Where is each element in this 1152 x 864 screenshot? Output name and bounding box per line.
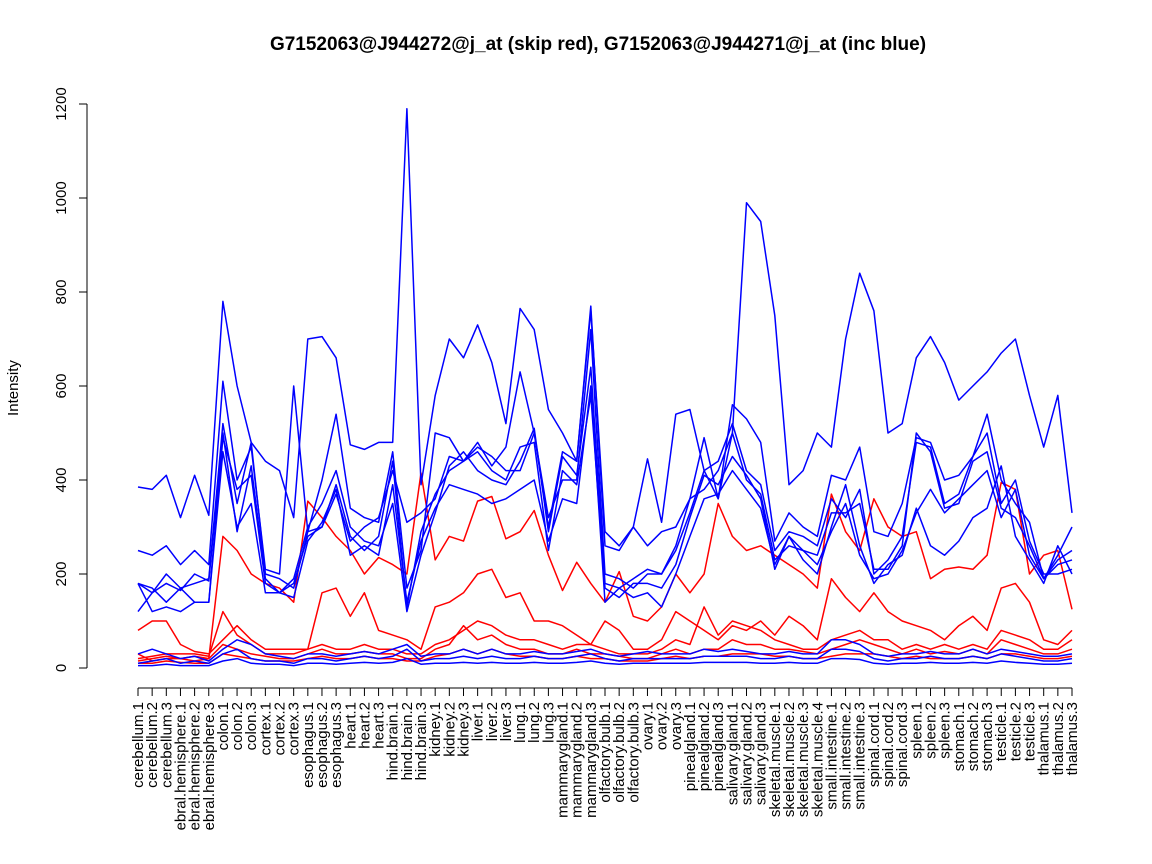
series-line-skip-2: [137, 568, 1073, 655]
x-tick-label: thalamus.1: [1036, 702, 1053, 775]
x-tick-label: spinal.cord.1: [866, 702, 883, 787]
y-tick-label: 0: [53, 664, 70, 672]
x-tick-label: ovary.3: [668, 702, 685, 750]
x-tick-label: hind.brain.3: [413, 702, 430, 780]
x-tick-label: salivary.gland.2: [739, 702, 756, 805]
series-line-inc-14: [138, 657, 1073, 667]
x-tick-label: spinal.cord.2: [880, 702, 897, 787]
x-tick-label: cerebellum.3: [158, 702, 175, 788]
x-tick-label: kidney.2: [441, 702, 458, 757]
x-tick-label: spleen.3: [937, 702, 954, 759]
y-tick-label: 200: [53, 561, 70, 586]
x-tick-label: colon.3: [243, 702, 260, 750]
series-layer: [137, 107, 1073, 667]
x-tick-label: ovary.2: [654, 702, 671, 750]
x-axis: cerebellum.1cerebellum.2cerebellum.3ebra…: [130, 687, 1081, 830]
x-tick-label: olfactory.bulb.2: [611, 702, 628, 803]
y-tick-label: 1200: [53, 87, 70, 120]
x-tick-label: pinealgland.2: [696, 702, 713, 791]
x-tick-label: pinealgland.1: [682, 702, 699, 791]
y-tick-label: 600: [53, 373, 70, 398]
x-tick-label: thalamus.2: [1050, 702, 1067, 775]
x-tick-label: cerebellum.2: [144, 702, 161, 788]
x-tick-label: stomach.1: [951, 702, 968, 771]
x-tick-label: salivary.gland.1: [724, 702, 741, 805]
x-tick-label: heart.1: [342, 702, 359, 749]
x-tick-label: small.intestine.3: [852, 702, 869, 810]
x-tick-label: kidney.1: [427, 702, 444, 757]
x-tick-label: liver.2: [484, 702, 501, 741]
x-tick-label: lung.1: [512, 702, 529, 743]
x-tick-label: hind.brain.2: [399, 702, 416, 780]
x-tick-label: testicle.1: [993, 702, 1010, 761]
x-tick-label: ebral.hemisphere.2: [187, 702, 204, 830]
x-tick-label: small.intestine.2: [838, 702, 855, 810]
x-tick-label: small.intestine.1: [823, 702, 840, 810]
x-tick-label: spinal.cord.3: [894, 702, 911, 787]
x-tick-label: thalamus.3: [1064, 702, 1081, 775]
x-tick-label: lung.2: [526, 702, 543, 743]
x-tick-label: esophagus.1: [300, 702, 317, 788]
x-tick-label: skeletal.muscle.3: [795, 702, 812, 817]
x-tick-label: skeletal.muscle.1: [767, 702, 784, 817]
x-tick-label: hind.brain.1: [385, 702, 402, 780]
x-tick-label: colon.1: [215, 702, 232, 750]
x-tick-label: ebral.hemisphere.3: [201, 702, 218, 830]
x-tick-label: testicle.3: [1022, 702, 1039, 761]
x-tick-label: stomach.3: [979, 702, 996, 771]
x-tick-label: kidney.3: [456, 702, 473, 757]
x-tick-label: cortex.3: [286, 702, 303, 755]
x-tick-label: olfactory.bulb.3: [625, 702, 642, 803]
series-line-inc-12: [137, 639, 1073, 662]
y-tick-label: 1000: [53, 181, 70, 214]
x-tick-label: testicle.2: [1007, 702, 1024, 761]
x-tick-label: ovary.1: [640, 702, 657, 750]
x-tick-label: stomach.2: [965, 702, 982, 771]
x-tick-label: spleen.2: [923, 702, 940, 759]
series-line-inc-10: [137, 394, 1073, 608]
y-axis: 0 200 400 600 800 1000 1200: [53, 87, 88, 672]
x-tick-label: liver.3: [498, 702, 515, 741]
x-tick-label: pinealgland.3: [710, 702, 727, 791]
x-tick-label: olfactory.bulb.1: [597, 702, 614, 803]
series-line-inc-6: [137, 107, 1073, 552]
x-tick-label: cerebellum.1: [130, 702, 147, 788]
x-tick-label: colon.2: [229, 702, 246, 750]
x-tick-label: mammarygland.3: [583, 702, 600, 818]
y-tick-label: 800: [53, 279, 70, 304]
series-line-skip-3: [137, 606, 1073, 660]
x-tick-label: heart.3: [371, 702, 388, 749]
x-tick-label: lung.3: [540, 702, 557, 743]
y-axis-label: Intensity: [5, 360, 22, 416]
x-tick-label: mammarygland.2: [569, 702, 586, 818]
x-tick-label: skeletal.muscle.4: [809, 702, 826, 817]
x-tick-label: cortex.2: [272, 702, 289, 755]
series-line-inc-13: [137, 648, 1073, 665]
x-tick-label: cortex.1: [257, 702, 274, 755]
x-tick-label: salivary.gland.3: [753, 702, 770, 805]
x-tick-label: liver.1: [470, 702, 487, 741]
x-tick-label: ebral.hemisphere.1: [173, 702, 190, 830]
x-tick-label: mammarygland.1: [555, 702, 572, 818]
x-tick-label: esophagus.2: [314, 702, 331, 788]
series-line-inc-11: [137, 385, 1073, 613]
x-tick-label: skeletal.muscle.2: [781, 702, 798, 817]
chart-title: G7152063@J944272@j_at (skip red), G71520…: [270, 34, 926, 55]
y-tick-label: 400: [53, 467, 70, 492]
x-tick-label: esophagus.3: [328, 702, 345, 788]
x-tick-label: heart.2: [356, 702, 373, 749]
x-tick-label: spleen.1: [908, 702, 925, 759]
series-line-inc-9: [137, 366, 1073, 613]
series-line-inc-8: [137, 328, 1073, 594]
